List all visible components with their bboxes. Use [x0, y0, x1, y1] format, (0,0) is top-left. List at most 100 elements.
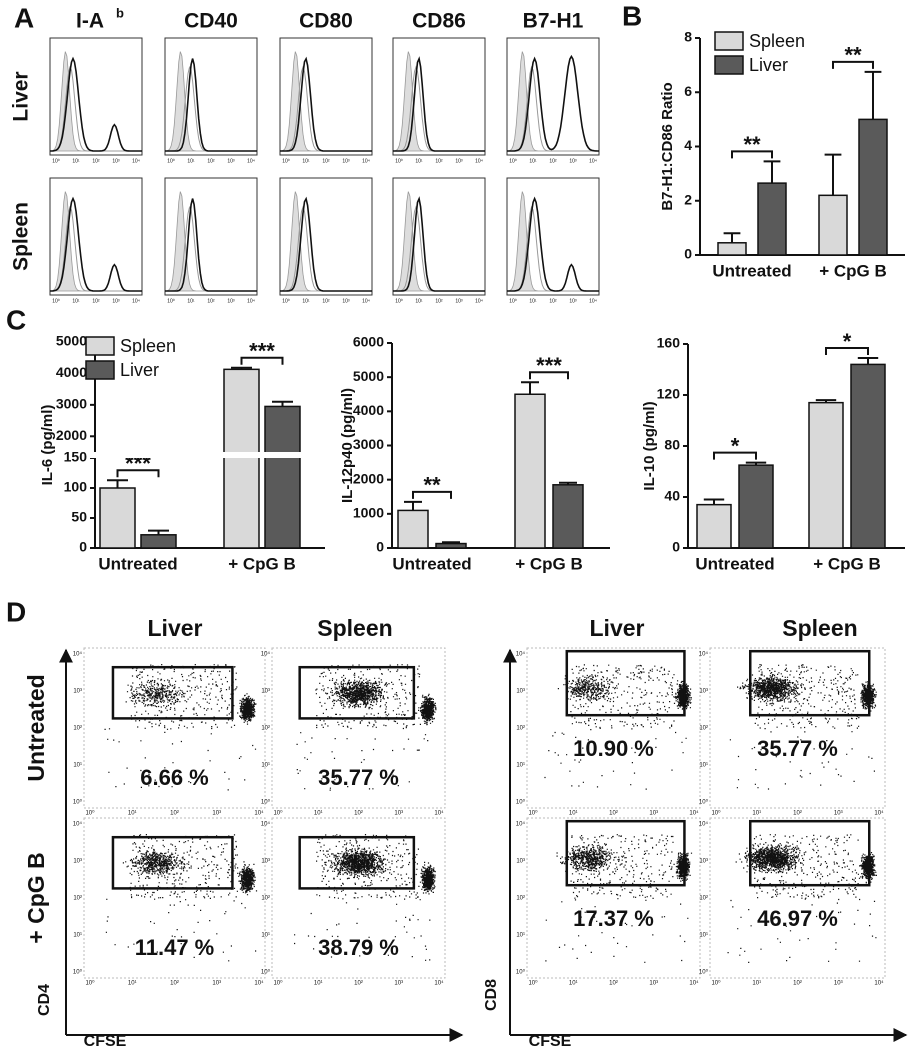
y-tick-label: 10³: [73, 859, 82, 865]
x-tick-label: 10¹: [529, 298, 537, 304]
x-tick-label: 10⁴: [434, 810, 444, 817]
x-tick-label: 10¹: [314, 811, 323, 817]
x-tick-label: 10¹: [72, 298, 80, 304]
x-tick-label: 10¹: [569, 981, 578, 987]
column-header: Liver: [590, 615, 645, 641]
x-tick-label: 10⁴: [132, 298, 140, 304]
significance-bracket: [240, 356, 284, 365]
x-tick-label: 10²: [170, 811, 179, 817]
dot-cloud: [729, 664, 877, 790]
significance-bracket: [713, 451, 757, 460]
x-tick-label: 10²: [793, 811, 802, 817]
column-header: CD40: [184, 10, 238, 33]
y-tick-label: 10⁴: [73, 821, 83, 828]
dot-cloud: [296, 664, 437, 791]
x-tick-label: 10¹: [752, 811, 761, 817]
y-tick-label: 5000: [353, 368, 384, 384]
gate: [111, 665, 234, 720]
y-tick-label: 10⁰: [73, 799, 83, 806]
x-tick-label: 10²: [609, 811, 618, 817]
y-tick-label: 10²: [73, 896, 82, 902]
gate-percentage: 38.79 %: [318, 935, 399, 960]
y-tick-label: 10⁰: [699, 969, 709, 976]
y-tick-label: 10¹: [261, 763, 270, 769]
y-tick-label: 6: [684, 83, 692, 99]
x-tick-label: 10³: [569, 298, 577, 304]
significance-bracket: [832, 60, 874, 69]
y-tick-label: 10⁴: [261, 821, 271, 828]
x-tick-label: 10³: [212, 981, 221, 987]
x-tick-label: 10¹: [187, 298, 195, 304]
x-tick-label: 10⁴: [362, 298, 370, 304]
significance-label: **: [743, 132, 761, 157]
y-tick-label: 10³: [73, 689, 82, 695]
x-tick-label: 10⁰: [282, 298, 290, 304]
y-tick-label: 4000: [353, 402, 384, 418]
y-axis-label: B7-H1:CD86 Ratio: [659, 82, 676, 210]
bar: [757, 182, 787, 256]
x-tick-label: 10²: [609, 981, 618, 987]
column-header: Spleen: [317, 615, 392, 641]
y-tick-label: 10²: [699, 896, 708, 902]
y-tick-label: 10³: [261, 689, 270, 695]
dot-cloud: [104, 664, 257, 791]
x-tick-label: 10⁰: [282, 158, 290, 164]
panel-label: B: [622, 0, 642, 31]
x-tick-label: 10¹: [752, 981, 761, 987]
column-header: I-A: [76, 10, 104, 33]
bar: [717, 242, 747, 256]
x-tick-label: 10⁰: [273, 980, 283, 987]
y-tick-label: 10³: [516, 689, 525, 695]
y-tick-label: 10⁴: [73, 651, 83, 658]
y-tick-label: 10⁴: [516, 821, 526, 828]
plot-frame: [709, 817, 886, 979]
y-tick-label: 0: [684, 246, 692, 262]
x-tick-label: + CpG B: [819, 261, 887, 280]
x-tick-label: + CpG B: [228, 554, 296, 573]
y-axis-label: IL-12p40 (pg/ml): [339, 388, 356, 503]
y-tick-label: 4000: [56, 364, 87, 380]
x-tick-label: 10³: [394, 981, 403, 987]
gate-percentage: 10.90 %: [573, 736, 654, 761]
significance-bracket: [529, 371, 569, 380]
gate: [298, 665, 416, 720]
x-tick-label: Untreated: [98, 554, 177, 573]
y-axis-label: CD8: [483, 979, 500, 1011]
legend-label: Spleen: [120, 336, 176, 356]
significance-label: *: [843, 329, 852, 354]
y-tick-label: 10¹: [699, 933, 708, 939]
y-tick-label: 10¹: [73, 763, 82, 769]
x-tick-label: 10⁰: [52, 298, 60, 304]
x-tick-label: 10⁰: [85, 810, 95, 817]
histogram-black: [393, 196, 485, 292]
significance-bracket: [731, 150, 773, 159]
x-tick-label: 10²: [354, 811, 363, 817]
x-tick-label: 10²: [793, 981, 802, 987]
legend-swatch: [85, 336, 115, 356]
gate-percentage: 35.77 %: [318, 765, 399, 790]
histogram-black: [50, 196, 142, 292]
plot-frame: [709, 647, 886, 809]
gate-percentage: 11.47 %: [135, 935, 215, 960]
histogram-black: [165, 198, 257, 292]
x-tick-label: 10³: [649, 811, 658, 817]
y-tick-label: 10²: [73, 726, 82, 732]
legend-swatch: [714, 55, 744, 75]
y-tick-label: 10⁰: [261, 969, 271, 976]
x-tick-label: + CpG B: [515, 554, 583, 573]
gate-percentage: 6.66 %: [140, 765, 209, 790]
row-label: + CpG B: [23, 852, 49, 943]
x-tick-label: 10⁴: [254, 980, 264, 987]
dot-cloud: [105, 834, 258, 962]
y-tick-label: 5000: [56, 333, 87, 349]
significance-label: **: [844, 43, 862, 68]
x-tick-label: 10⁴: [589, 298, 597, 304]
column-header: Spleen: [782, 615, 857, 641]
y-tick-label: 4: [684, 137, 692, 153]
legend-label: Liver: [120, 360, 159, 380]
x-tick-label: 10⁰: [167, 298, 175, 304]
x-tick-label: Untreated: [712, 261, 791, 280]
significance-bracket: [825, 347, 869, 356]
x-tick-label: 10²: [435, 298, 443, 304]
y-tick-label: 150: [64, 449, 88, 465]
